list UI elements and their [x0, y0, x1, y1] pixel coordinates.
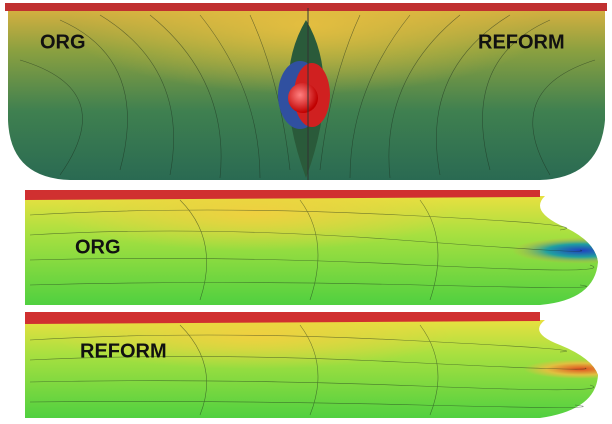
side-view-reform-panel: REFORM	[25, 312, 598, 418]
front-view-panel: ORG REFORM	[5, 3, 607, 180]
label-org: ORG	[40, 31, 86, 53]
bulb-tip	[288, 83, 318, 113]
deck-edge	[5, 3, 607, 11]
label-reform: REFORM	[80, 340, 167, 362]
label-org: ORG	[75, 236, 121, 258]
label-reform: REFORM	[478, 31, 565, 53]
figure: ORG REFORM ORG REFORM	[0, 0, 612, 424]
side-view-org-panel: ORG	[25, 190, 598, 305]
bow-region	[25, 320, 598, 418]
